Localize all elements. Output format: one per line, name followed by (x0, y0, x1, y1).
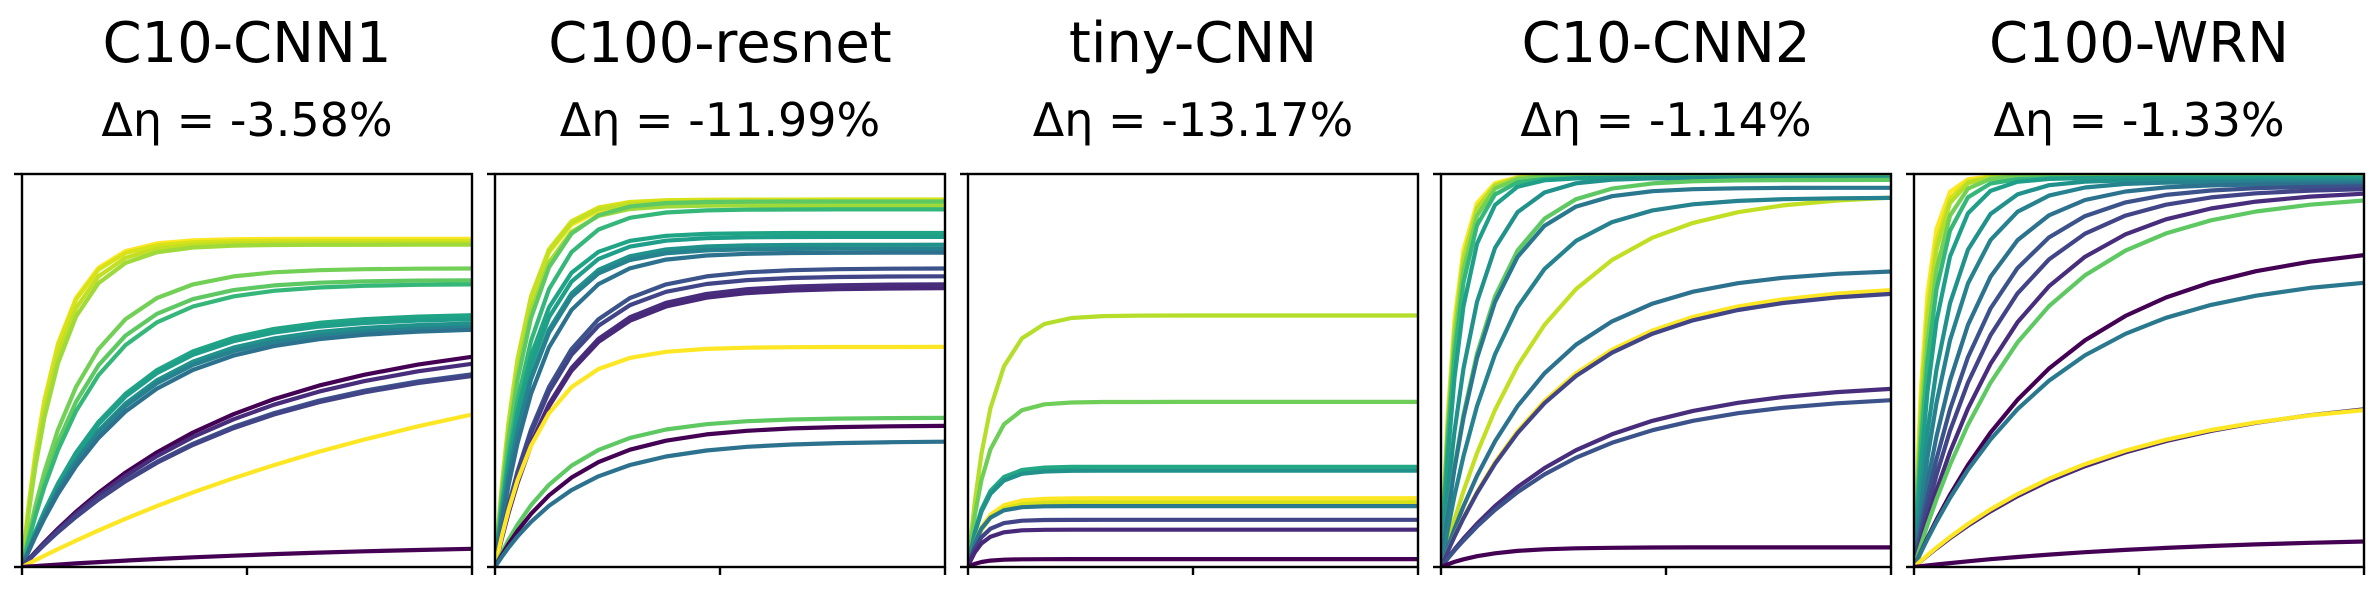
series-line (1441, 269, 1891, 567)
series-line (968, 527, 1418, 567)
series-line (22, 266, 472, 567)
panel-subtitle: Δη = -13.17% (1033, 93, 1353, 147)
series-line (1914, 174, 2364, 567)
plot-frame (1912, 172, 2366, 569)
series-group (968, 313, 1418, 567)
series-line (1914, 408, 2364, 567)
series-line (22, 546, 472, 567)
series-line (1914, 175, 2364, 567)
series-line (1914, 181, 2364, 567)
series-line (968, 399, 1418, 567)
series-line (495, 344, 945, 567)
series-line (1914, 191, 2364, 567)
series-line (1914, 174, 2364, 567)
series-line (1441, 195, 1891, 567)
series-line (1914, 175, 2364, 567)
panel-1: C10-CNN1 Δη = -3.58% (14, 11, 474, 575)
series-group (1441, 174, 1891, 567)
series-line (22, 282, 472, 567)
panel-subtitle: Δη = -3.58% (101, 93, 392, 147)
series-line (1441, 175, 1891, 567)
panel-subtitle: Δη = -1.33% (1993, 93, 2284, 147)
series-line (22, 327, 472, 567)
series-line (1441, 398, 1891, 567)
series-line (22, 242, 472, 567)
series-line (1441, 175, 1891, 567)
series-line (1441, 545, 1891, 567)
series-group (22, 236, 472, 567)
series-line (968, 517, 1418, 567)
series-line (22, 372, 472, 567)
series-group (495, 197, 945, 567)
series-line (1441, 195, 1891, 567)
panel-title: C10-CNN1 (102, 11, 391, 76)
series-line (495, 250, 945, 567)
series-line (1914, 184, 2364, 567)
series-line (1441, 175, 1891, 567)
series-line (968, 313, 1418, 567)
series-line (968, 504, 1418, 567)
series-line (968, 464, 1418, 567)
panel-2: C100-resnet Δη = -11.99% (487, 11, 947, 575)
series-line (1914, 187, 2364, 567)
panel-subtitle: Δη = -11.99% (560, 93, 880, 147)
series-line (1914, 179, 2364, 567)
panel-subtitle: Δη = -1.14% (1520, 93, 1811, 147)
series-line (22, 412, 472, 567)
series-line (1914, 539, 2364, 567)
panel-4: C10-CNN2 Δη = -1.14% (1433, 11, 1893, 575)
series-line (1441, 291, 1891, 567)
series-line (1914, 253, 2364, 567)
series-line (1914, 198, 2364, 567)
panel-title: tiny-CNN (1069, 11, 1317, 76)
series-line (22, 373, 472, 567)
series-line (968, 468, 1418, 567)
panel-title: C10-CNN2 (1521, 11, 1810, 76)
series-line (968, 556, 1418, 567)
series-line (1914, 174, 2364, 567)
panel-3: tiny-CNN Δη = -13.17% (960, 11, 1420, 575)
series-line (1914, 177, 2364, 567)
panel-title: C100-resnet (548, 11, 892, 76)
series-line (1441, 177, 1891, 567)
series-line (1914, 174, 2364, 567)
series-line (22, 240, 472, 567)
series-line (1441, 386, 1891, 567)
series-line (495, 439, 945, 567)
series-line (1441, 185, 1891, 567)
panel-5: C100-WRN Δη = -1.33% (1906, 11, 2366, 575)
series-line (495, 415, 945, 567)
series-group (1914, 174, 2364, 567)
series-line (1914, 280, 2364, 567)
panel-title: C100-WRN (1989, 11, 2289, 76)
